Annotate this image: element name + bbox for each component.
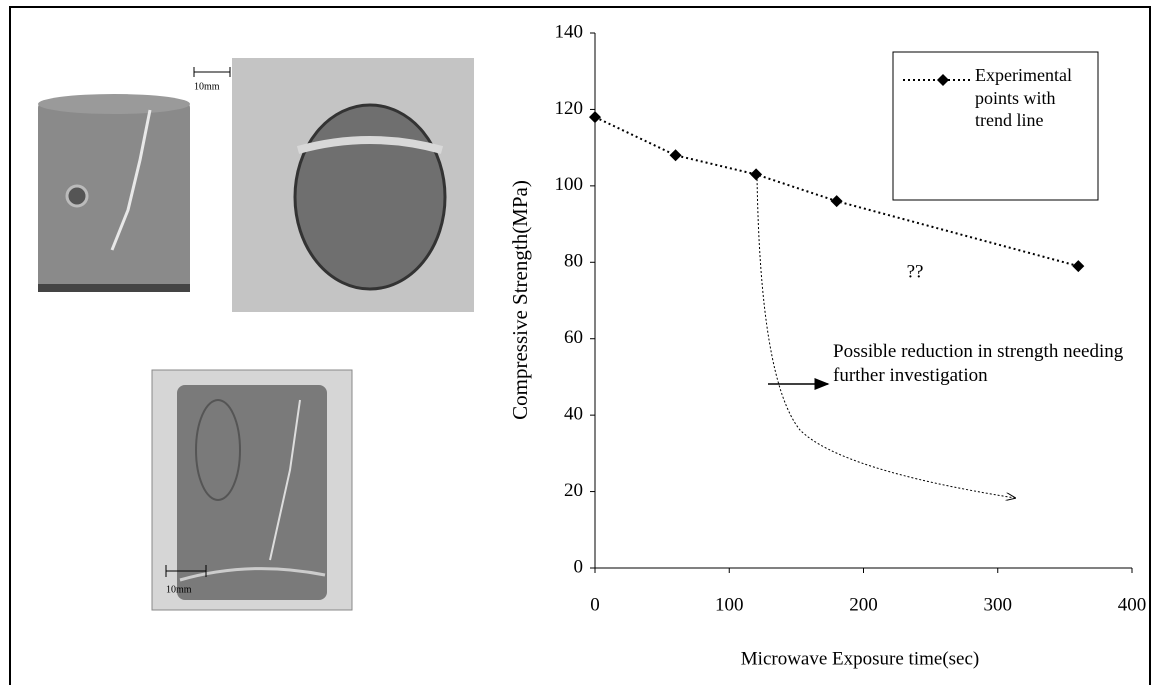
x-tick-label: 200 [849, 594, 878, 615]
reduction-curve [757, 175, 1015, 498]
annotation: Possible reduction in strength needing f… [833, 340, 1143, 388]
scale-label: 10mm [166, 584, 192, 595]
y-tick-label: 0 [574, 556, 584, 577]
x-tick-label: 100 [715, 594, 744, 615]
y-tick-label: 40 [564, 404, 583, 425]
figure: 10mm 10mm Compressive Strength(MPa) Micr… [0, 0, 1160, 685]
y-tick-label: 100 [555, 174, 584, 195]
legend-label-box: Experimental points with trend line [975, 64, 1093, 194]
data-point [831, 195, 843, 207]
y-tick-label: 120 [555, 98, 584, 119]
legend-label: Experimental points with trend line [975, 64, 1093, 132]
data-point [670, 149, 682, 161]
x-tick-label: 0 [590, 594, 600, 615]
y-tick-label: 140 [555, 21, 584, 42]
data-point [750, 168, 762, 180]
data-point [1072, 260, 1084, 272]
annotation: ?? [907, 261, 924, 282]
scale-label: 10mm [194, 81, 220, 92]
y-tick-label: 80 [564, 251, 583, 272]
y-tick-label: 60 [564, 327, 583, 348]
x-axis-title: Microwave Exposure time(sec) [741, 648, 979, 669]
photo-cylinder-side [38, 94, 190, 292]
x-tick-label: 300 [984, 594, 1013, 615]
data-point [589, 111, 601, 123]
x-tick-label: 400 [1118, 594, 1147, 615]
photo-cross-section [194, 58, 474, 312]
photo-cylinder-full [152, 370, 352, 610]
y-tick-label: 20 [564, 480, 583, 501]
note-box: Possible reduction in strength needing f… [833, 340, 1143, 410]
y-axis-title: Compressive Strength(MPa) [508, 180, 532, 420]
